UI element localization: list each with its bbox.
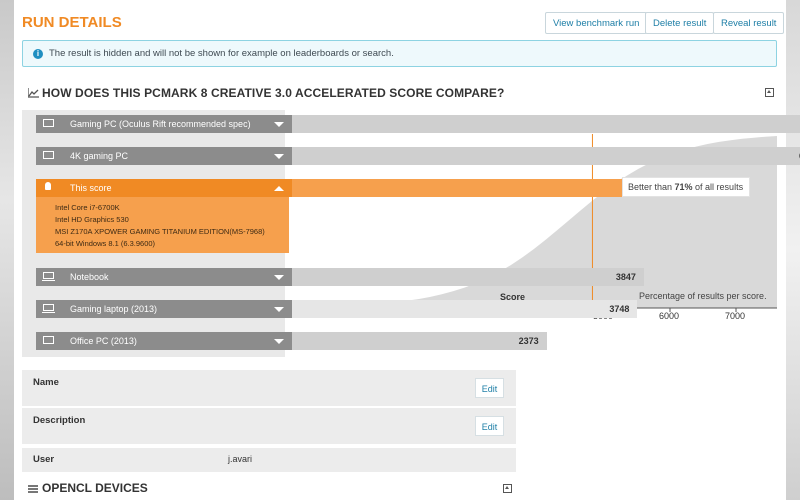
reveal-result-button[interactable]: Reveal result [713, 12, 785, 34]
compare-row-score: 2373 [518, 336, 539, 346]
collapse-opencl-button[interactable] [503, 484, 512, 493]
compare-row-bar: 6668 [292, 115, 800, 133]
spec-cpu: Intel Core i7-6700K [55, 203, 120, 212]
percentile-pointer [607, 178, 623, 196]
compare-row-name: 4K gaming PC [70, 151, 129, 161]
compare-row-name: This score [70, 183, 112, 193]
info-icon: i [33, 49, 43, 59]
opencl-section-title: OPENCL DEVICES [42, 481, 148, 495]
chevron-up-icon[interactable] [274, 186, 284, 191]
page-background-left [0, 0, 14, 500]
compare-row-label[interactable]: Office PC (2013) [36, 332, 292, 350]
list-icon [28, 485, 38, 493]
compare-row-score: 6621 [799, 151, 800, 161]
compare-row-label[interactable]: This score [36, 179, 292, 197]
monitor-icon [43, 336, 54, 344]
compare-row-name: Notebook [70, 272, 109, 282]
monitor-icon [43, 119, 54, 127]
info-banner: i The result is hidden and will not be s… [22, 40, 777, 67]
compare-row-score: 3748 [609, 304, 630, 314]
percentile-suffix: of all results [692, 182, 744, 192]
compare-row-name: Office PC (2013) [70, 336, 137, 346]
compare-row-bar: 3847 [292, 268, 644, 286]
spec-gpu: Intel HD Graphics 530 [55, 215, 129, 224]
compare-row-label[interactable]: Gaming PC (Oculus Rift recommended spec) [36, 115, 292, 133]
lightbulb-icon [45, 182, 51, 190]
detail-label: Name [33, 377, 59, 388]
x-tick-label: 7000 [725, 311, 746, 321]
detail-row-name: Name Edit [22, 370, 516, 406]
page-title: RUN DETAILS [22, 14, 122, 31]
view-benchmark-run-button[interactable]: View benchmark run [545, 12, 648, 34]
compare-row-label[interactable]: Notebook [36, 268, 292, 286]
percentile-prefix: Better than [628, 182, 675, 192]
compare-section-title: HOW DOES THIS PCMARK 8 CREATIVE 3.0 ACCE… [42, 86, 505, 100]
collapse-compare-button[interactable] [765, 88, 774, 97]
detail-label: User [33, 454, 55, 465]
y-axis-caption: Percentage of results per score. [639, 291, 767, 301]
chevron-down-icon[interactable] [274, 154, 284, 159]
run-details-card: RUN DETAILS View benchmark run Delete re… [14, 0, 800, 500]
x-tick-label: 6000 [659, 311, 680, 321]
chevron-down-icon[interactable] [274, 122, 284, 127]
chevron-down-icon[interactable] [274, 275, 284, 280]
chart-line-icon [28, 88, 39, 98]
info-text: The result is hidden and will not be sho… [49, 48, 394, 59]
page-background-right [786, 0, 800, 500]
detail-value: j.avari [228, 454, 253, 464]
percentile-callout: Better than 71% of all results [623, 178, 750, 196]
compare-row-bar: 6621 [292, 147, 800, 165]
compare-row-name: Gaming laptop (2013) [70, 304, 158, 314]
compare-row-label[interactable]: Gaming laptop (2013) [36, 300, 292, 318]
detail-row-user: User j.avari [22, 448, 516, 472]
compare-row-bar: 3748 [292, 300, 638, 318]
compare-row-label[interactable]: 4K gaming PC [36, 147, 292, 165]
compare-row-score: 3847 [615, 272, 636, 282]
spec-os: 64-bit Windows 8.1 (6.3.9600) [55, 239, 156, 248]
spec-motherboard: MSI Z170A XPOWER GAMING TITANIUM EDITION… [55, 227, 265, 236]
compare-row-name: Gaming PC (Oculus Rift recommended spec) [70, 119, 251, 129]
delete-result-button[interactable]: Delete result [645, 12, 715, 34]
this-score-specs: Intel Core i7-6700K Intel HD Graphics 53… [36, 197, 289, 253]
x-axis-caption: Score [500, 292, 526, 302]
detail-row-description: Description Edit [22, 408, 516, 444]
edit-name-button[interactable]: Edit [475, 378, 504, 398]
run-details-header: RUN DETAILS View benchmark run Delete re… [22, 12, 785, 36]
compare-row-bar: 2373 [292, 332, 547, 350]
laptop-icon [42, 304, 55, 313]
edit-description-button[interactable]: Edit [475, 416, 504, 436]
monitor-icon [43, 151, 54, 159]
chevron-down-icon[interactable] [274, 307, 284, 312]
detail-label: Description [33, 415, 86, 426]
percentile-value: 71% [674, 182, 693, 192]
laptop-icon [42, 272, 55, 281]
chevron-down-icon[interactable] [274, 339, 284, 344]
